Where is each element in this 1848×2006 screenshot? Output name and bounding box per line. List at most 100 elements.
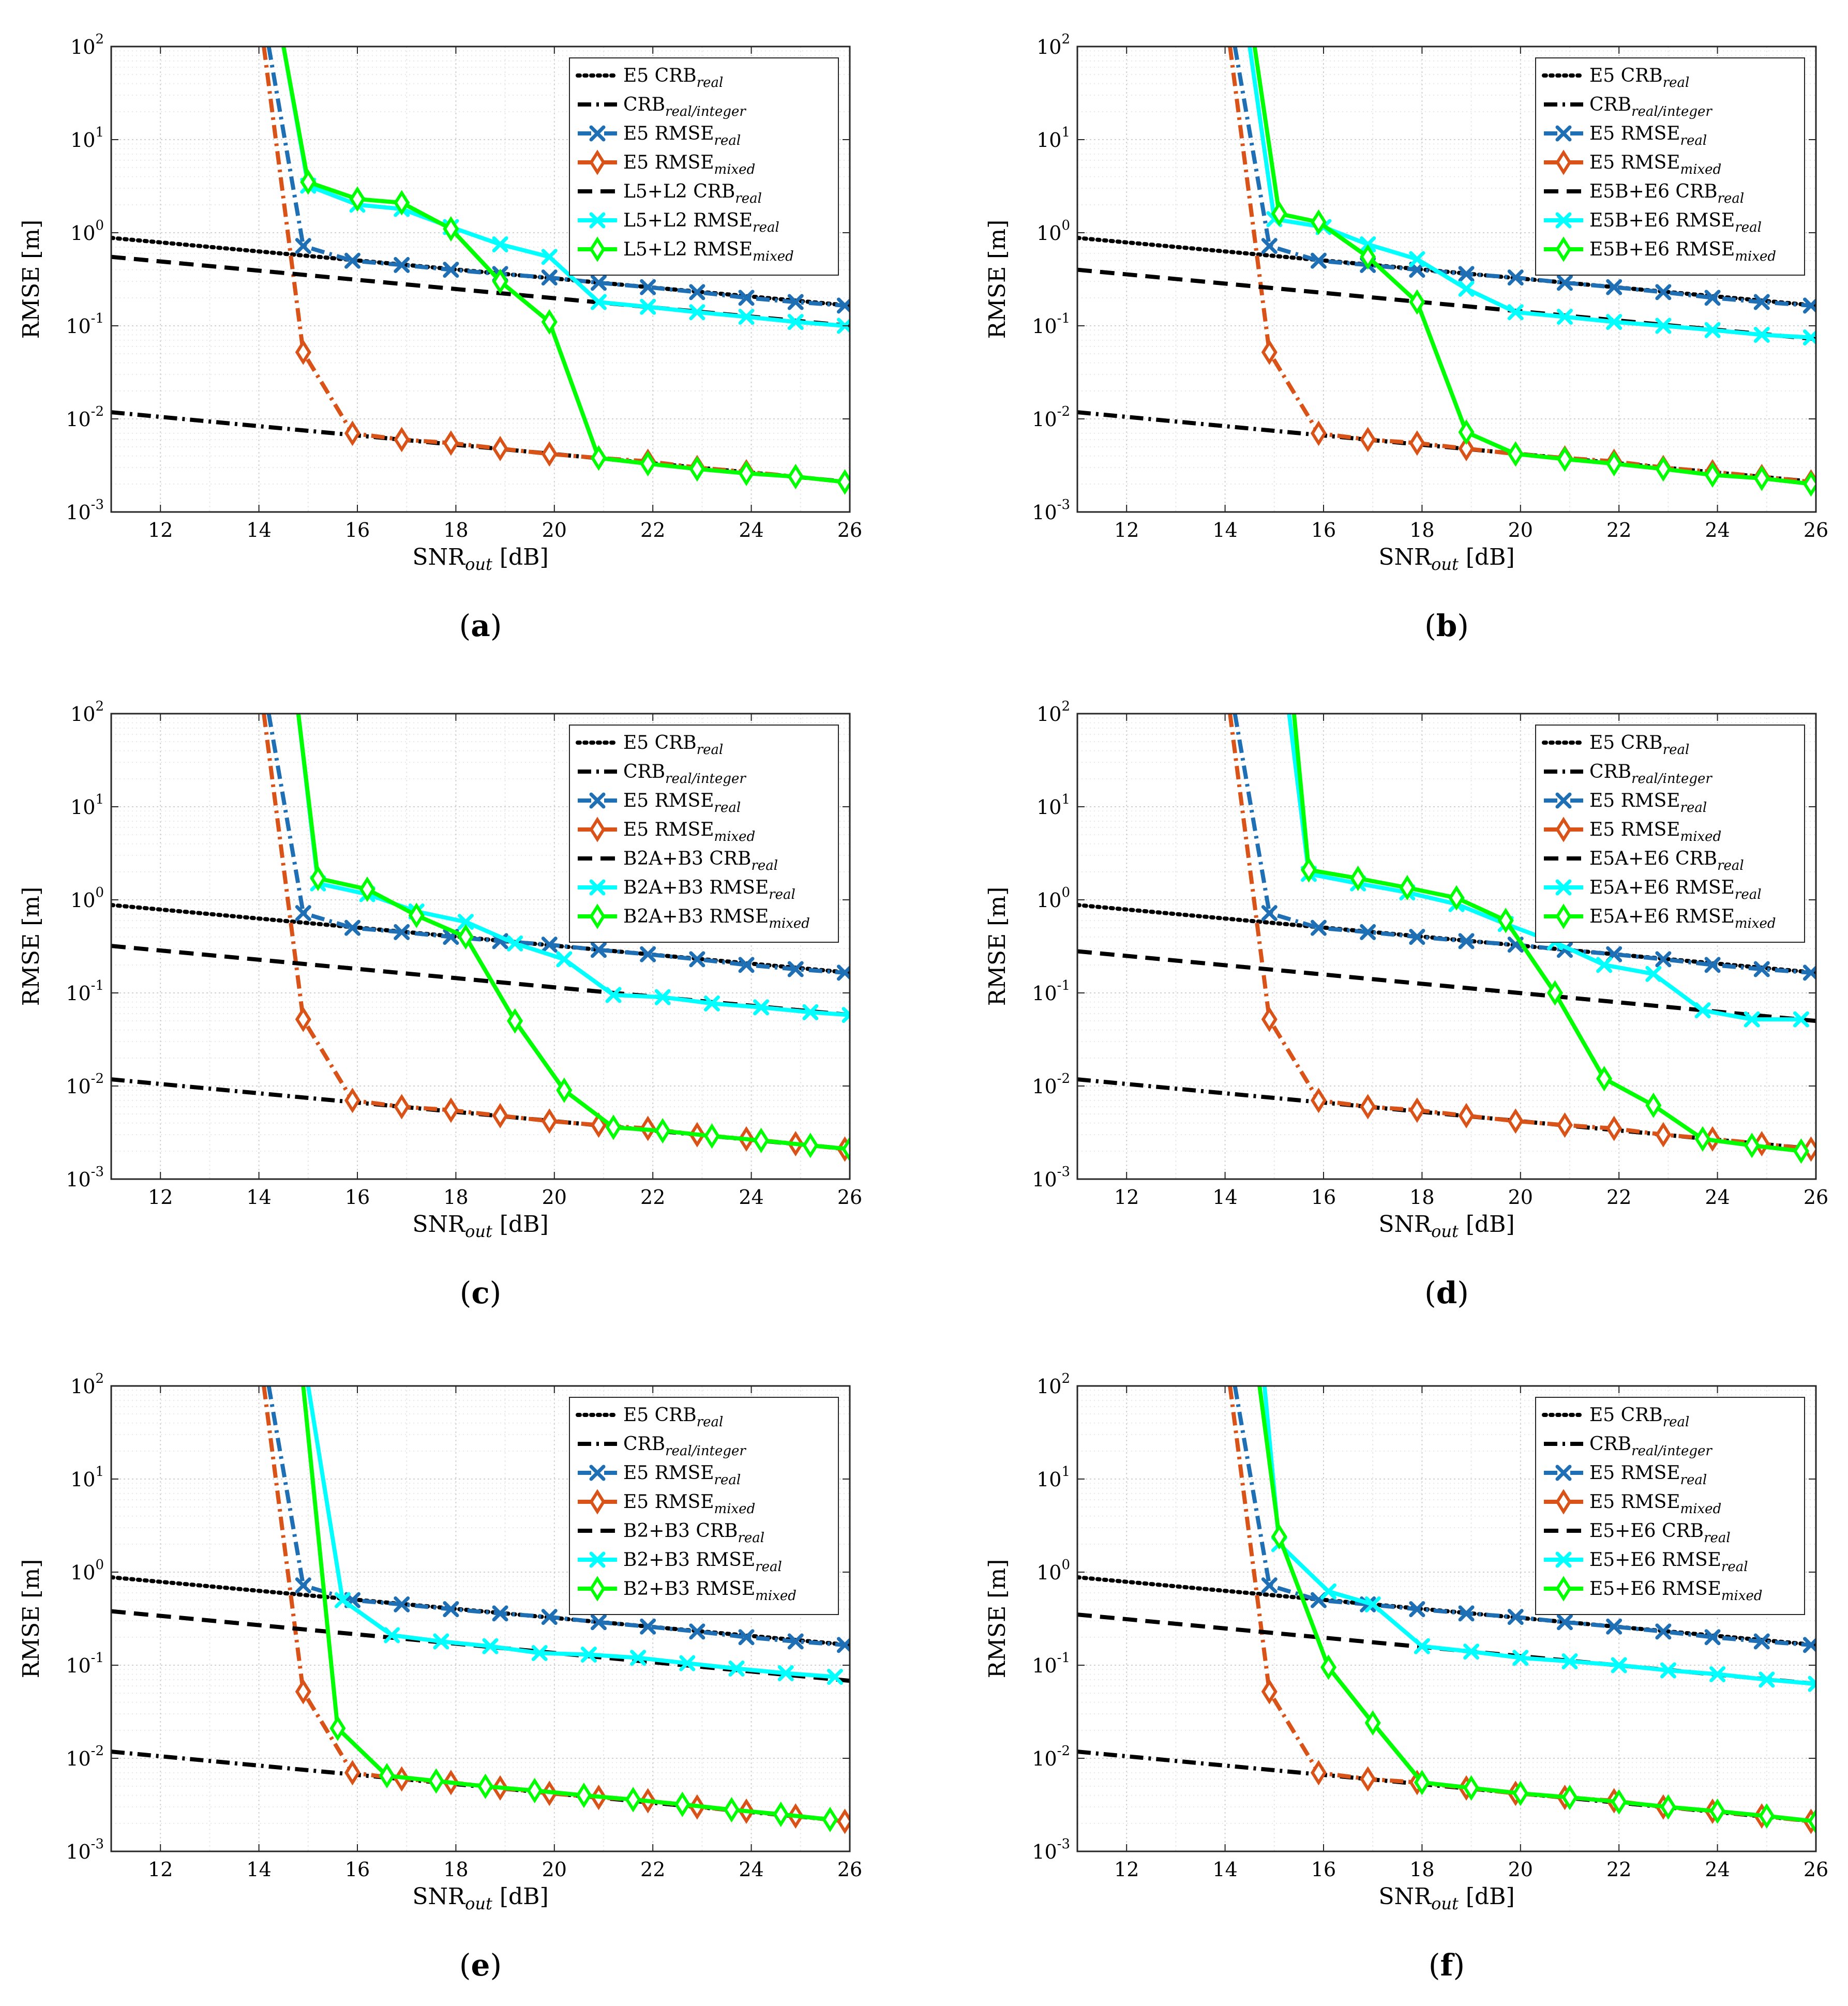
data-point-marker — [1655, 284, 1672, 300]
data-point-marker — [1310, 919, 1327, 936]
legend-entry: B2+B3 CRBreal — [578, 1520, 764, 1546]
data-point-marker — [295, 1577, 311, 1594]
data-point-marker — [787, 314, 804, 330]
y-axis-label: RMSE [m] — [18, 887, 44, 1006]
legend-box — [1535, 725, 1805, 943]
legend-label: E5 RMSEmixed — [1589, 819, 1721, 844]
data-point-marker — [1458, 266, 1475, 282]
data-point-marker — [640, 298, 656, 315]
axes-frame — [1076, 713, 1817, 1180]
legend-entry: E5+E6 CRBreal — [1544, 1520, 1731, 1546]
legend-label: B2A+B3 RMSEreal — [623, 877, 795, 902]
data-point-marker — [1759, 1803, 1775, 1829]
axes-frame — [1076, 1385, 1817, 1852]
series-group — [111, 1386, 850, 1834]
legend-label: L5+L2 CRBreal — [623, 181, 762, 206]
chart-panel-f: 12 14 16 18 20 22 24 26 10-3 10-2 10-1 100 101 102 SNR… — [984, 1371, 1828, 1983]
data-point-marker — [1606, 1618, 1622, 1635]
x-tick-label: 18 — [1409, 519, 1434, 541]
legend-marker — [589, 236, 606, 262]
legend-label: E5 RMSEmixed — [623, 152, 755, 177]
y-tick-label: 101 — [1036, 1464, 1070, 1491]
y-tick-label: 101 — [1036, 792, 1070, 819]
legend-label: E5 RMSEreal — [1589, 1462, 1707, 1488]
legend-label: E5 RMSEmixed — [1589, 1491, 1721, 1517]
data-point-marker — [443, 430, 459, 456]
legend-entry: E5B+E6 RMSEreal — [1544, 210, 1762, 235]
data-point-marker — [394, 924, 410, 940]
data-point-marker — [394, 257, 410, 273]
data-point-marker — [773, 1801, 789, 1827]
x-tick-label: 24 — [739, 1858, 763, 1881]
data-point-marker — [349, 186, 366, 212]
legend-entry: E5 CRBreal — [576, 65, 723, 91]
data-point-marker — [1611, 1789, 1627, 1815]
y-tick-label: 10-3 — [1032, 497, 1070, 524]
data-point-marker — [590, 275, 607, 291]
data-point-marker — [703, 995, 720, 1012]
data-point-marker — [1507, 269, 1524, 286]
legend-label: B2A+B3 CRBreal — [623, 848, 778, 873]
data-point-marker — [1409, 289, 1425, 315]
series-e5-rmse-real — [266, 714, 850, 981]
data-point-marker — [802, 1004, 819, 1020]
data-point-marker — [1448, 885, 1465, 911]
data-point-marker — [457, 924, 474, 950]
data-point-marker — [1300, 857, 1317, 883]
x-axis-label: SNRout [dB] — [1378, 544, 1514, 574]
data-point-marker — [492, 268, 508, 294]
series-group — [111, 47, 850, 495]
y-tick-label: 10-3 — [1032, 1164, 1070, 1191]
x-tick-label: 26 — [837, 519, 862, 541]
legend-entry: L5+L2 CRBreal — [578, 181, 762, 206]
legend-entry: E5 RMSEmixed — [1544, 149, 1721, 177]
data-point-marker — [689, 1623, 705, 1640]
legend: E5 CRBreal CRBreal/integer E5 RMSEreal E5 R… — [569, 1397, 839, 1615]
data-point-marker — [1655, 1623, 1672, 1640]
data-point-marker — [507, 935, 523, 952]
data-point-marker — [1709, 1666, 1726, 1682]
data-point-marker — [836, 964, 850, 981]
x-tick-label: 16 — [1311, 519, 1336, 541]
legend-label: E5+E6 CRBreal — [1589, 1520, 1731, 1546]
data-point-marker — [836, 1808, 850, 1834]
data-point-marker — [334, 1592, 351, 1608]
panel-label: (e) — [459, 1948, 502, 1983]
legend-marker — [589, 879, 606, 896]
legend-entry: B2A+B3 RMSEreal — [578, 877, 795, 902]
axes-frame — [110, 713, 851, 1180]
legend-marker — [1555, 1465, 1572, 1481]
data-point-marker — [1458, 1103, 1475, 1128]
legend-entry: L5+L2 RMSEreal — [578, 210, 779, 235]
series-line — [1287, 714, 1801, 1022]
legend-label: E5A+E6 RMSEreal — [1589, 877, 1762, 902]
data-point-marker — [1753, 1633, 1770, 1650]
data-point-marker — [1507, 1108, 1524, 1134]
data-point-marker — [1261, 339, 1278, 365]
data-point-marker — [1561, 1653, 1578, 1670]
data-point-marker — [836, 469, 850, 495]
x-tick-label: 14 — [1212, 1186, 1237, 1209]
series-group — [1077, 714, 1816, 1164]
data-point-marker — [1546, 980, 1563, 1006]
axes-frame — [110, 1385, 851, 1852]
x-tick-label: 12 — [148, 1186, 173, 1209]
legend-label: L5+L2 RMSEreal — [623, 210, 779, 235]
x-axis-label: SNRout [dB] — [412, 1883, 548, 1913]
x-tick-label: 22 — [1606, 1858, 1631, 1881]
data-point-marker — [1463, 1775, 1480, 1801]
data-point-marker — [590, 445, 607, 471]
series-group — [111, 714, 850, 1162]
data-point-marker — [654, 1118, 671, 1144]
data-point-marker — [590, 942, 607, 958]
data-point-marker — [738, 957, 755, 973]
y-tick-label: 100 — [1036, 1557, 1070, 1584]
data-point-marker — [492, 1103, 508, 1128]
x-tick-label: 20 — [1508, 1858, 1533, 1881]
legend-entry: E5 CRBreal — [576, 732, 723, 758]
data-point-marker — [630, 1650, 647, 1666]
data-point-marker — [394, 1596, 410, 1612]
data-point-marker — [1808, 1808, 1816, 1834]
x-tick-label: 18 — [1409, 1858, 1434, 1881]
legend-label: B2+B3 RMSEmixed — [623, 1578, 797, 1604]
